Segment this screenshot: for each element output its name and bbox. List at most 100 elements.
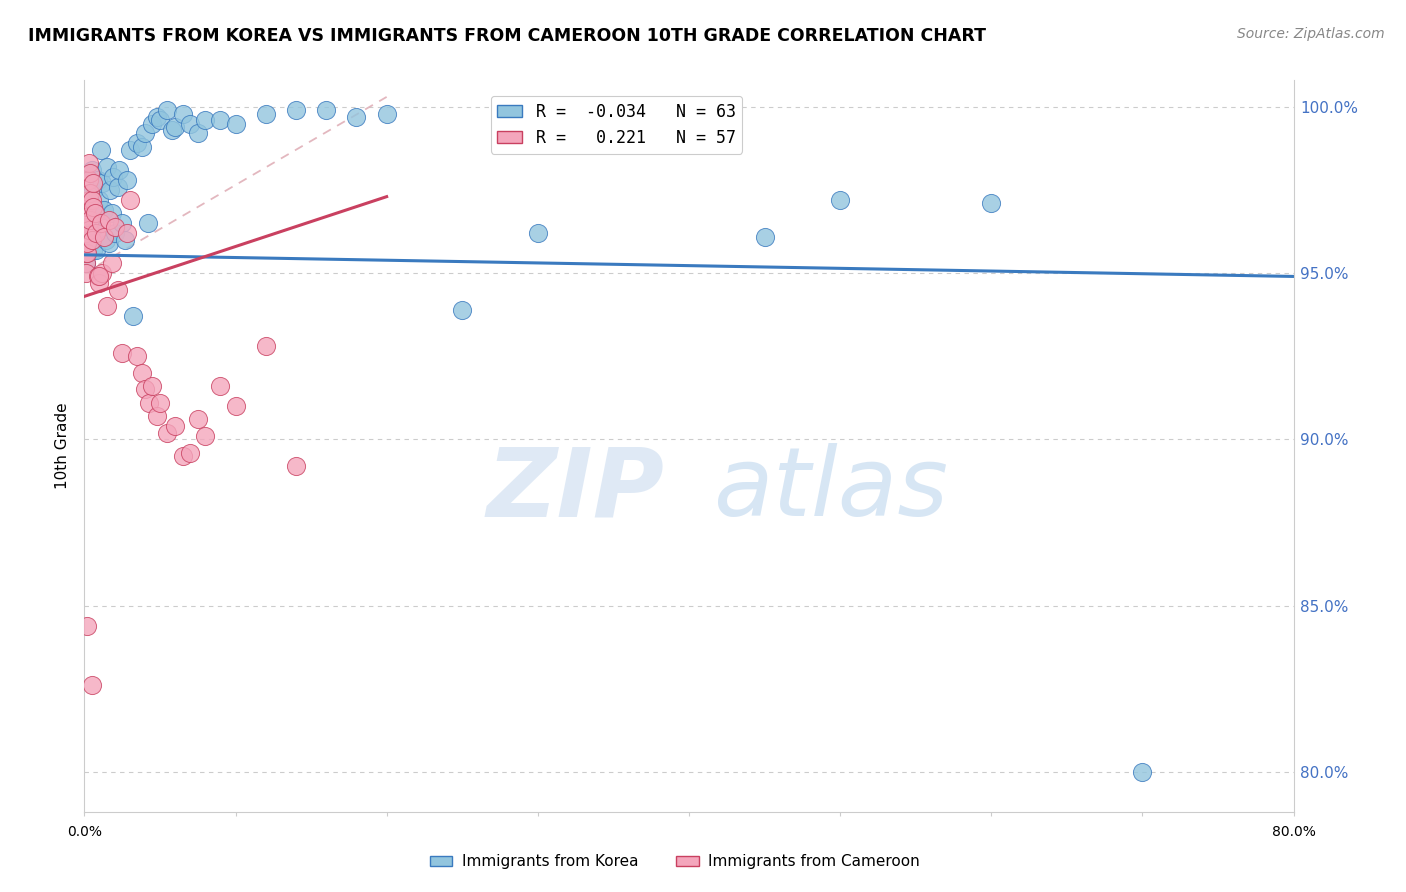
Point (179, 116, 201, 130)
Point (75, 266, 97, 280)
Point (77, 173, 100, 187)
Point (89, 193, 111, 207)
Point (80, 219, 103, 234)
Point (93, 202, 115, 217)
Point (187, 412, 209, 426)
Point (156, 425, 179, 440)
Point (77, 193, 100, 207)
Point (127, 136, 149, 151)
Point (111, 216, 134, 230)
Point (82, 229, 104, 244)
Point (91, 177, 114, 191)
Point (87, 269, 110, 284)
Point (101, 169, 124, 184)
Point (75, 256, 97, 270)
Point (79, 213, 101, 227)
Point (79, 236, 101, 251)
Point (134, 383, 156, 397)
Text: 80.0%: 80.0% (1271, 825, 1316, 839)
Point (146, 409, 169, 423)
Point (89, 269, 111, 284)
Point (118, 193, 141, 207)
Point (91, 266, 114, 280)
Point (194, 429, 217, 443)
Point (118, 143, 141, 157)
Point (165, 120, 187, 134)
Point (375, 106, 398, 120)
Point (79, 186, 101, 201)
Point (76, 246, 98, 260)
Point (82, 177, 104, 191)
Point (179, 445, 201, 459)
Point (131, 366, 153, 380)
Text: IMMIGRANTS FROM KOREA VS IMMIGRANTS FROM CAMEROON 10TH GRADE CORRELATION CHART: IMMIGRANTS FROM KOREA VS IMMIGRANTS FROM… (28, 27, 986, 45)
Point (76, 200, 98, 214)
Point (80, 193, 103, 207)
Point (76, 618, 98, 632)
Point (527, 226, 550, 240)
Point (225, 399, 247, 413)
Point (138, 396, 160, 410)
Point (131, 140, 153, 154)
Point (90, 143, 112, 157)
Text: ZIP: ZIP (486, 443, 665, 536)
Point (172, 449, 194, 463)
Text: Source: ZipAtlas.com: Source: ZipAtlas.com (1237, 27, 1385, 41)
Point (141, 116, 163, 130)
Point (146, 110, 169, 124)
Point (76, 219, 98, 234)
Point (77, 206, 100, 220)
Point (156, 103, 179, 118)
Point (94, 233, 117, 247)
Point (75, 226, 97, 240)
Point (346, 110, 368, 124)
Point (136, 216, 159, 230)
Point (104, 226, 127, 240)
Point (79, 213, 101, 227)
Point (80, 233, 103, 247)
Point (254, 106, 277, 120)
Point (830, 193, 852, 207)
Text: atlas: atlas (713, 443, 948, 536)
Point (75, 216, 97, 230)
Point (451, 302, 474, 317)
Point (285, 458, 308, 473)
Point (80, 678, 103, 692)
Point (76, 210, 98, 224)
Point (84, 202, 107, 217)
Point (100, 206, 122, 220)
Point (77, 223, 100, 237)
Point (754, 229, 776, 244)
Point (209, 113, 232, 128)
Point (115, 226, 138, 240)
Point (315, 103, 337, 118)
Point (1130, 764, 1153, 779)
Point (149, 396, 172, 410)
Point (225, 116, 247, 130)
Point (80, 163, 103, 178)
Point (76, 236, 98, 251)
Text: 0.0%: 0.0% (67, 825, 101, 839)
Legend: Immigrants from Korea, Immigrants from Cameroon: Immigrants from Korea, Immigrants from C… (423, 848, 927, 875)
Point (84, 206, 107, 220)
Point (75, 246, 97, 260)
Point (107, 179, 129, 194)
Point (209, 379, 232, 393)
Point (149, 113, 172, 128)
Point (254, 339, 277, 353)
Point (96, 160, 118, 174)
Point (111, 346, 134, 360)
Point (96, 299, 118, 313)
Point (121, 310, 143, 324)
Point (172, 106, 194, 120)
Point (75, 239, 97, 253)
Point (97, 213, 120, 227)
Legend: R =  -0.034   N = 63, R =   0.221   N = 57: R = -0.034 N = 63, R = 0.221 N = 57 (491, 96, 742, 153)
Point (75, 256, 97, 270)
Point (115, 173, 138, 187)
Point (93, 229, 115, 244)
Point (160, 123, 183, 137)
Point (90, 216, 112, 230)
Point (97, 236, 120, 251)
Point (194, 113, 217, 128)
